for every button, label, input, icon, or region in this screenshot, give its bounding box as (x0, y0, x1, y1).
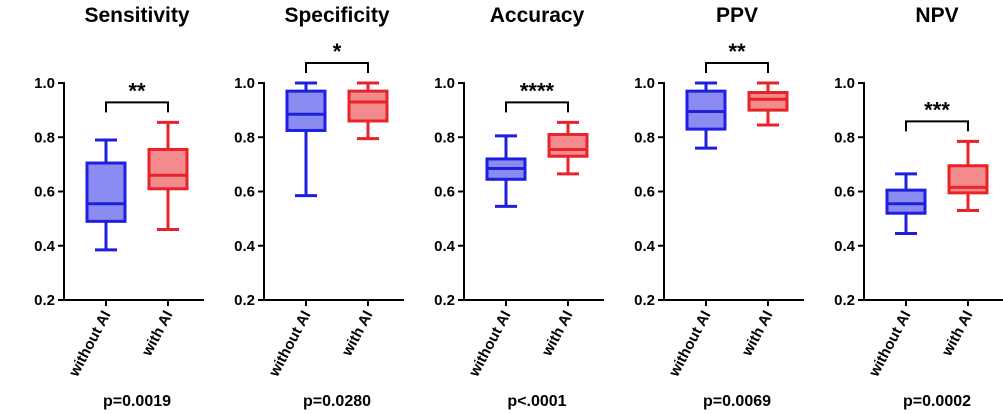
x-category-label: without AI (865, 308, 914, 380)
p-value-label: p=0.0019 (103, 393, 171, 410)
y-tick-label: 0.6 (634, 184, 655, 201)
y-tick-label: 1.0 (834, 75, 855, 92)
y-tick-label: 0.4 (34, 238, 56, 255)
box-iqr (747, 90, 789, 112)
y-tick-label: 0.8 (234, 129, 255, 146)
significance-bracket (905, 120, 969, 132)
panel-title: Accuracy (490, 4, 585, 27)
significance-stars: **** (520, 78, 555, 103)
box-iqr (347, 89, 389, 123)
box-iqr (147, 147, 189, 191)
panel-title: Sensitivity (84, 4, 189, 27)
y-tick-label: 0.8 (634, 129, 655, 146)
p-value-label: p=0.0280 (303, 393, 371, 410)
box-with-ai: with AI (138, 120, 189, 360)
y-tick-label: 0.4 (434, 238, 456, 255)
y-tick-label: 0.6 (434, 184, 455, 201)
box-without-ai: without AI (865, 172, 927, 380)
y-tick-label: 0.2 (234, 292, 255, 309)
y-tick-label: 0.4 (834, 238, 856, 255)
x-category-label: without AI (65, 308, 114, 380)
box-without-ai: without AI (665, 81, 727, 380)
x-category-label: with AI (538, 308, 576, 360)
p-value-label: p=0.0069 (703, 393, 771, 410)
box-iqr (85, 161, 127, 223)
panel-specificity: Specificity 0.2 0.4 0.6 0.8 1.0 without AI with… (234, 4, 404, 410)
y-tick-label: 1.0 (34, 75, 55, 92)
box-with-ai: with AI (738, 81, 789, 360)
y-tick-label: 0.2 (434, 292, 455, 309)
y-tick-label: 0.6 (234, 184, 255, 201)
y-tick-label: 0.2 (34, 292, 55, 309)
x-category-label: with AI (138, 308, 176, 360)
box-iqr (285, 89, 327, 132)
panel-sensitivity: Sensitivity 0.2 0.4 0.6 0.8 1.0 without AI with… (34, 4, 204, 410)
significance-stars: * (333, 39, 342, 64)
box-with-ai: with AI (538, 120, 589, 360)
y-tick-label: 0.4 (234, 238, 256, 255)
box-without-ai: without AI (65, 138, 127, 380)
x-category-label: with AI (938, 308, 976, 360)
y-tick-label: 0.8 (434, 129, 455, 146)
significance-bracket (305, 62, 369, 73)
y-tick-label: 0.8 (34, 129, 55, 146)
significance-bracket (705, 62, 769, 73)
x-category-label: without AI (465, 308, 514, 380)
box-without-ai: without AI (265, 81, 327, 380)
panel-ppv: PPV 0.2 0.4 0.6 0.8 1.0 without AI with AI ** p=0… (634, 4, 804, 410)
y-tick-label: 0.2 (634, 292, 655, 309)
significance-stars: ** (128, 78, 146, 103)
panel-title: NPV (915, 4, 958, 27)
p-value-label: p=0.0002 (903, 393, 971, 410)
box-without-ai: without AI (465, 134, 527, 380)
significance-stars: *** (924, 97, 950, 122)
x-category-label: without AI (265, 308, 314, 380)
significance-stars: ** (728, 39, 746, 64)
y-tick-label: 0.8 (834, 129, 855, 146)
box-iqr (885, 188, 927, 215)
y-tick-label: 0.6 (834, 184, 855, 201)
box-with-ai: with AI (938, 139, 989, 360)
y-tick-label: 1.0 (234, 75, 255, 92)
significance-bracket (505, 101, 569, 113)
panel-title: Specificity (284, 4, 389, 27)
significance-bracket (105, 101, 169, 113)
p-value-label: p<.0001 (507, 393, 566, 410)
y-tick-label: 0.6 (34, 184, 55, 201)
y-tick-label: 0.2 (834, 292, 855, 309)
panel-npv: NPV 0.2 0.4 0.6 0.8 1.0 without AI with AI *** p=… (834, 4, 1003, 410)
panel-accuracy: Accuracy 0.2 0.4 0.6 0.8 1.0 without AI with AI… (434, 4, 604, 410)
x-category-label: with AI (738, 308, 776, 360)
x-category-label: with AI (338, 308, 376, 360)
x-category-label: without AI (665, 308, 714, 380)
y-tick-label: 0.4 (634, 238, 656, 255)
y-tick-label: 1.0 (634, 75, 655, 92)
box-with-ai: with AI (338, 81, 389, 360)
panel-title: PPV (716, 4, 758, 27)
box-iqr (547, 133, 589, 158)
y-tick-label: 1.0 (434, 75, 455, 92)
